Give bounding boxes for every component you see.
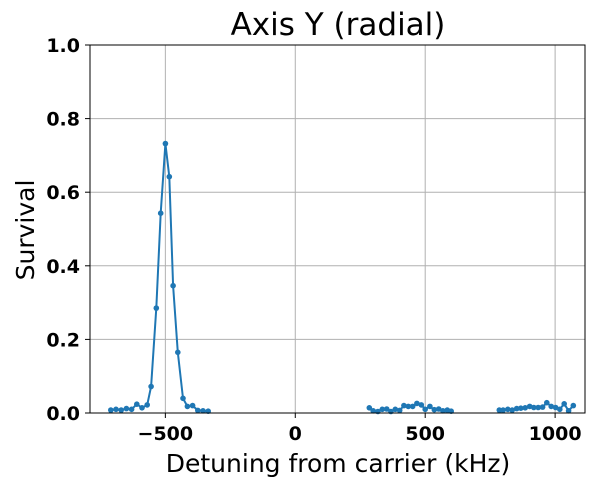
data-point — [427, 403, 433, 410]
y-tick-label: 0.6 — [46, 182, 80, 204]
x-tick-label: 1000 — [529, 423, 582, 445]
x-axis-ticks: −500 0 500 1000 — [138, 413, 582, 445]
data-point — [370, 408, 377, 414]
x-tick-label: 500 — [405, 423, 445, 445]
data-point — [113, 406, 119, 413]
data-point — [535, 404, 541, 411]
data-point — [157, 210, 164, 216]
data-point — [418, 402, 425, 408]
data-point — [170, 282, 176, 289]
data-point — [557, 406, 563, 413]
data-point — [570, 402, 577, 409]
data-point — [383, 406, 390, 412]
data-point — [392, 406, 399, 413]
data-point — [189, 402, 196, 409]
data-point — [123, 405, 130, 412]
x-tick-label: −500 — [138, 423, 194, 445]
data-point — [414, 400, 420, 407]
data-point — [134, 401, 140, 408]
data-point — [539, 404, 546, 410]
data-point — [180, 395, 186, 402]
data-point — [500, 407, 506, 413]
data-point — [379, 406, 386, 413]
y-tick-label: 1.0 — [46, 35, 80, 57]
data-point — [431, 406, 438, 413]
data-point — [505, 406, 511, 413]
data-point — [195, 407, 201, 414]
x-axis-label: Detuning from carrier (kHz) — [166, 449, 511, 478]
chart-title: Axis Y (radial) — [231, 7, 446, 43]
data-point — [108, 407, 114, 413]
series-survival — [108, 140, 577, 415]
y-axis-label: Survival — [11, 180, 40, 281]
data-point — [422, 406, 429, 413]
data-point — [396, 407, 403, 414]
data-point — [509, 407, 515, 413]
y-tick-label: 0.0 — [46, 403, 80, 425]
data-point — [409, 403, 416, 410]
data-point — [544, 399, 550, 406]
data-point — [366, 405, 373, 411]
data-point — [175, 349, 181, 356]
data-point — [522, 405, 528, 411]
data-point — [128, 406, 135, 413]
data-point — [440, 408, 446, 414]
x-tick-label: 0 — [289, 423, 302, 445]
data-point — [153, 305, 160, 311]
data-point — [531, 404, 537, 411]
data-point — [162, 140, 169, 147]
axes-frame — [89, 44, 586, 414]
data-point — [435, 406, 442, 412]
data-point — [405, 403, 412, 410]
data-point — [565, 408, 572, 414]
data-point — [144, 402, 150, 408]
data-point — [200, 408, 206, 414]
data-point — [166, 173, 173, 180]
data-point — [148, 383, 154, 390]
data-point — [548, 403, 554, 410]
data-point — [184, 403, 191, 410]
data-point — [552, 404, 559, 411]
y-tick-label: 0.2 — [46, 329, 80, 351]
data-point — [118, 407, 124, 413]
y-tick-label: 0.8 — [46, 109, 80, 131]
y-axis-ticks: 0.0 0.2 0.4 0.6 0.8 1.0 — [46, 35, 90, 425]
data-point — [401, 402, 407, 409]
data-point — [561, 401, 567, 407]
data-point — [513, 405, 520, 412]
y-tick-label: 0.4 — [46, 256, 80, 278]
data-point — [139, 405, 145, 411]
data-point — [518, 405, 524, 412]
